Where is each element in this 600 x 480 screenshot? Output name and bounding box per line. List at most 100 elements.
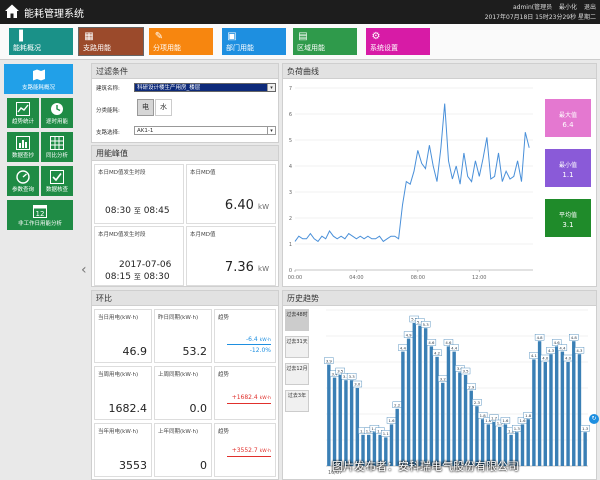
trend-divider [227, 403, 271, 404]
data-label-box [500, 417, 511, 424]
data-label: 4.2 [434, 351, 441, 356]
filter-panel: 过滤条件 建筑名称: 科研设计楼生产用房_楼层 ▾ 分类能耗: 电 水 支路选择:… [91, 63, 279, 143]
y-tick-label: 6 [289, 112, 292, 118]
nav-dept-energy[interactable]: ▣ 部门用能 [222, 28, 286, 55]
max-value-card: 最大值 6.4 [545, 99, 591, 137]
data-label-box [335, 367, 345, 375]
refresh-icon[interactable]: ↻ [589, 414, 599, 424]
sidebar-item-nonworkday[interactable]: 12 非工作日用能分析 [7, 200, 73, 230]
bar [549, 354, 553, 466]
bar [515, 432, 519, 466]
history-bar-chart: 3.93.43.53.3 3.33.01.2 1.21.31.21.11.62.24… [324, 309, 590, 476]
past-31d-button[interactable]: 过去31天 [285, 336, 309, 358]
bar [349, 380, 354, 466]
bar [492, 421, 496, 466]
load-line-chart: 0 1 2 3 4 5 6 7 00:00 04:00 08:00 12:00 [288, 86, 533, 281]
sidebar-item-hourly[interactable]: 逐时用能 [41, 98, 73, 128]
data-label: 4.6 [554, 340, 561, 345]
bar [338, 375, 342, 466]
bar [543, 362, 547, 466]
data-label-box [477, 411, 488, 419]
nav-system-settings[interactable]: ⚙ 系统设置 [366, 28, 430, 55]
nav-energy-overview[interactable]: ▐ 能耗概况 [9, 28, 73, 55]
sidebar-item-branch-overview[interactable]: 支路能耗概况 [4, 64, 73, 94]
data-label: 3.2 [440, 377, 447, 382]
sidebar-item-yoy[interactable]: 同比分析 [41, 132, 73, 162]
sidebar-item-data-check[interactable]: 数据核查 [41, 166, 73, 196]
data-label: 1.3 [514, 426, 521, 431]
bar [572, 341, 576, 466]
trend-divider [227, 344, 271, 345]
yesterday-usage-card: 昨日同期(kW·h) 53.2 [154, 309, 212, 363]
sidebar: 支路能耗概况 趋势统计 逐时用能 数据查抄 同比分析 参数查询 数据核查 12 … [0, 60, 82, 480]
data-label: 1.2 [377, 429, 384, 434]
data-label: 3.3 [349, 374, 356, 379]
bar [554, 346, 559, 466]
building-select[interactable]: 科研设计楼生产用房_楼层 ▾ [134, 83, 276, 92]
home-icon[interactable] [4, 3, 20, 19]
data-label: 4.6 [428, 340, 435, 345]
sidebar-item-trend-stats[interactable]: 趋势统计 [7, 98, 39, 128]
data-label-box [449, 344, 459, 351]
power-button[interactable]: 电 [137, 99, 154, 116]
sidebar-item-data-copy[interactable]: 数据查抄 [7, 132, 39, 162]
data-label: 5.5 [411, 317, 418, 322]
datetime-display: 2017年07月18日 15时23分29秒 星期二 [484, 14, 596, 21]
x-tick-label: 04:00 [349, 275, 363, 281]
bar [327, 364, 331, 466]
bar [469, 390, 473, 466]
collapse-arrow-icon[interactable]: ‹ [81, 262, 87, 278]
y-tick-label: 3 [289, 190, 292, 196]
bar [577, 354, 582, 466]
data-label: 3.9 [326, 358, 333, 363]
past-48h-button[interactable]: 过去48时 [285, 309, 309, 331]
trend-delta: +3552.7 kW·h [231, 447, 271, 454]
min-value-card: 最小值 1.1 [545, 149, 591, 187]
data-label: 1.3 [371, 426, 378, 431]
nav-branch-energy[interactable]: ▦ 支路用能 [78, 27, 144, 56]
trend-delta: -6.4 kW·h [246, 336, 271, 343]
load-curve-panel: 负荷曲线 0 1 2 3 4 5 6 7 00:00 04:00 08:00 12:00 最大值 6.4… [282, 63, 597, 287]
bar [418, 325, 422, 466]
week-usage-card: 当周用电(kW·h) 1682.4 [94, 366, 152, 420]
today-md-time-card: 本日MD值发生时段 08:30 至 08:45 [94, 164, 184, 224]
data-label: 4.0 [565, 356, 572, 361]
logout-link[interactable]: 退出 [583, 4, 596, 11]
data-label-box [346, 372, 357, 380]
top-right-links: admin(管理员 最小化 退出 [508, 2, 596, 11]
data-label: 1.3 [582, 426, 589, 431]
past-3y-button[interactable]: 过去3年 [285, 390, 309, 412]
chevron-down-icon: ▾ [267, 127, 275, 134]
last-year-usage-card: 上年同期(kW·h) 0 [154, 423, 212, 477]
branch-select[interactable]: AK1-1 ▾ [134, 126, 276, 135]
data-label-box [569, 334, 579, 341]
bar [583, 432, 587, 466]
data-label: 4.0 [542, 356, 549, 361]
data-label: 4.6 [445, 340, 452, 345]
nav-item-energy[interactable]: ✎ 分项用能 [149, 28, 213, 55]
data-label: 1.2 [366, 429, 373, 434]
bar [378, 434, 382, 466]
data-label-box [460, 367, 471, 375]
data-label: 3.6 [457, 366, 464, 371]
past-12m-button[interactable]: 过去12月 [285, 363, 309, 385]
data-label-box [574, 347, 585, 354]
x-tick-label: 08:00 [411, 275, 425, 281]
bar [423, 328, 428, 466]
nav-region-energy[interactable]: ▤ 区域用能 [293, 28, 357, 55]
main-nav: ▐ 能耗概况 ▦ 支路用能 ✎ 分项用能 ▣ 部门用能 ▤ 区域用能 ⚙ 系统设… [0, 24, 600, 60]
mom-panel: 环比 当日用电(kW·h) 46.9 昨日同期(kW·h) 53.2 趋势 -6.4… [91, 290, 279, 480]
map-icon [32, 69, 45, 81]
title-bar: 能耗管理系统 admin(管理员 最小化 退出 2017年07月18日 15时2… [0, 0, 600, 24]
sidebar-item-param-query[interactable]: 参数查询 [7, 166, 39, 196]
water-button[interactable]: 水 [155, 99, 172, 116]
data-label: 3.5 [337, 369, 344, 374]
data-label: 2.3 [474, 400, 481, 405]
user-link[interactable]: admin(管理员 [512, 4, 553, 11]
bar [486, 424, 491, 466]
clock-icon [51, 103, 63, 115]
data-label: 1.5 [497, 421, 504, 426]
data-label: 1.6 [519, 418, 526, 423]
minimize-link[interactable]: 最小化 [559, 4, 578, 11]
data-label: 1.6 [485, 418, 492, 423]
